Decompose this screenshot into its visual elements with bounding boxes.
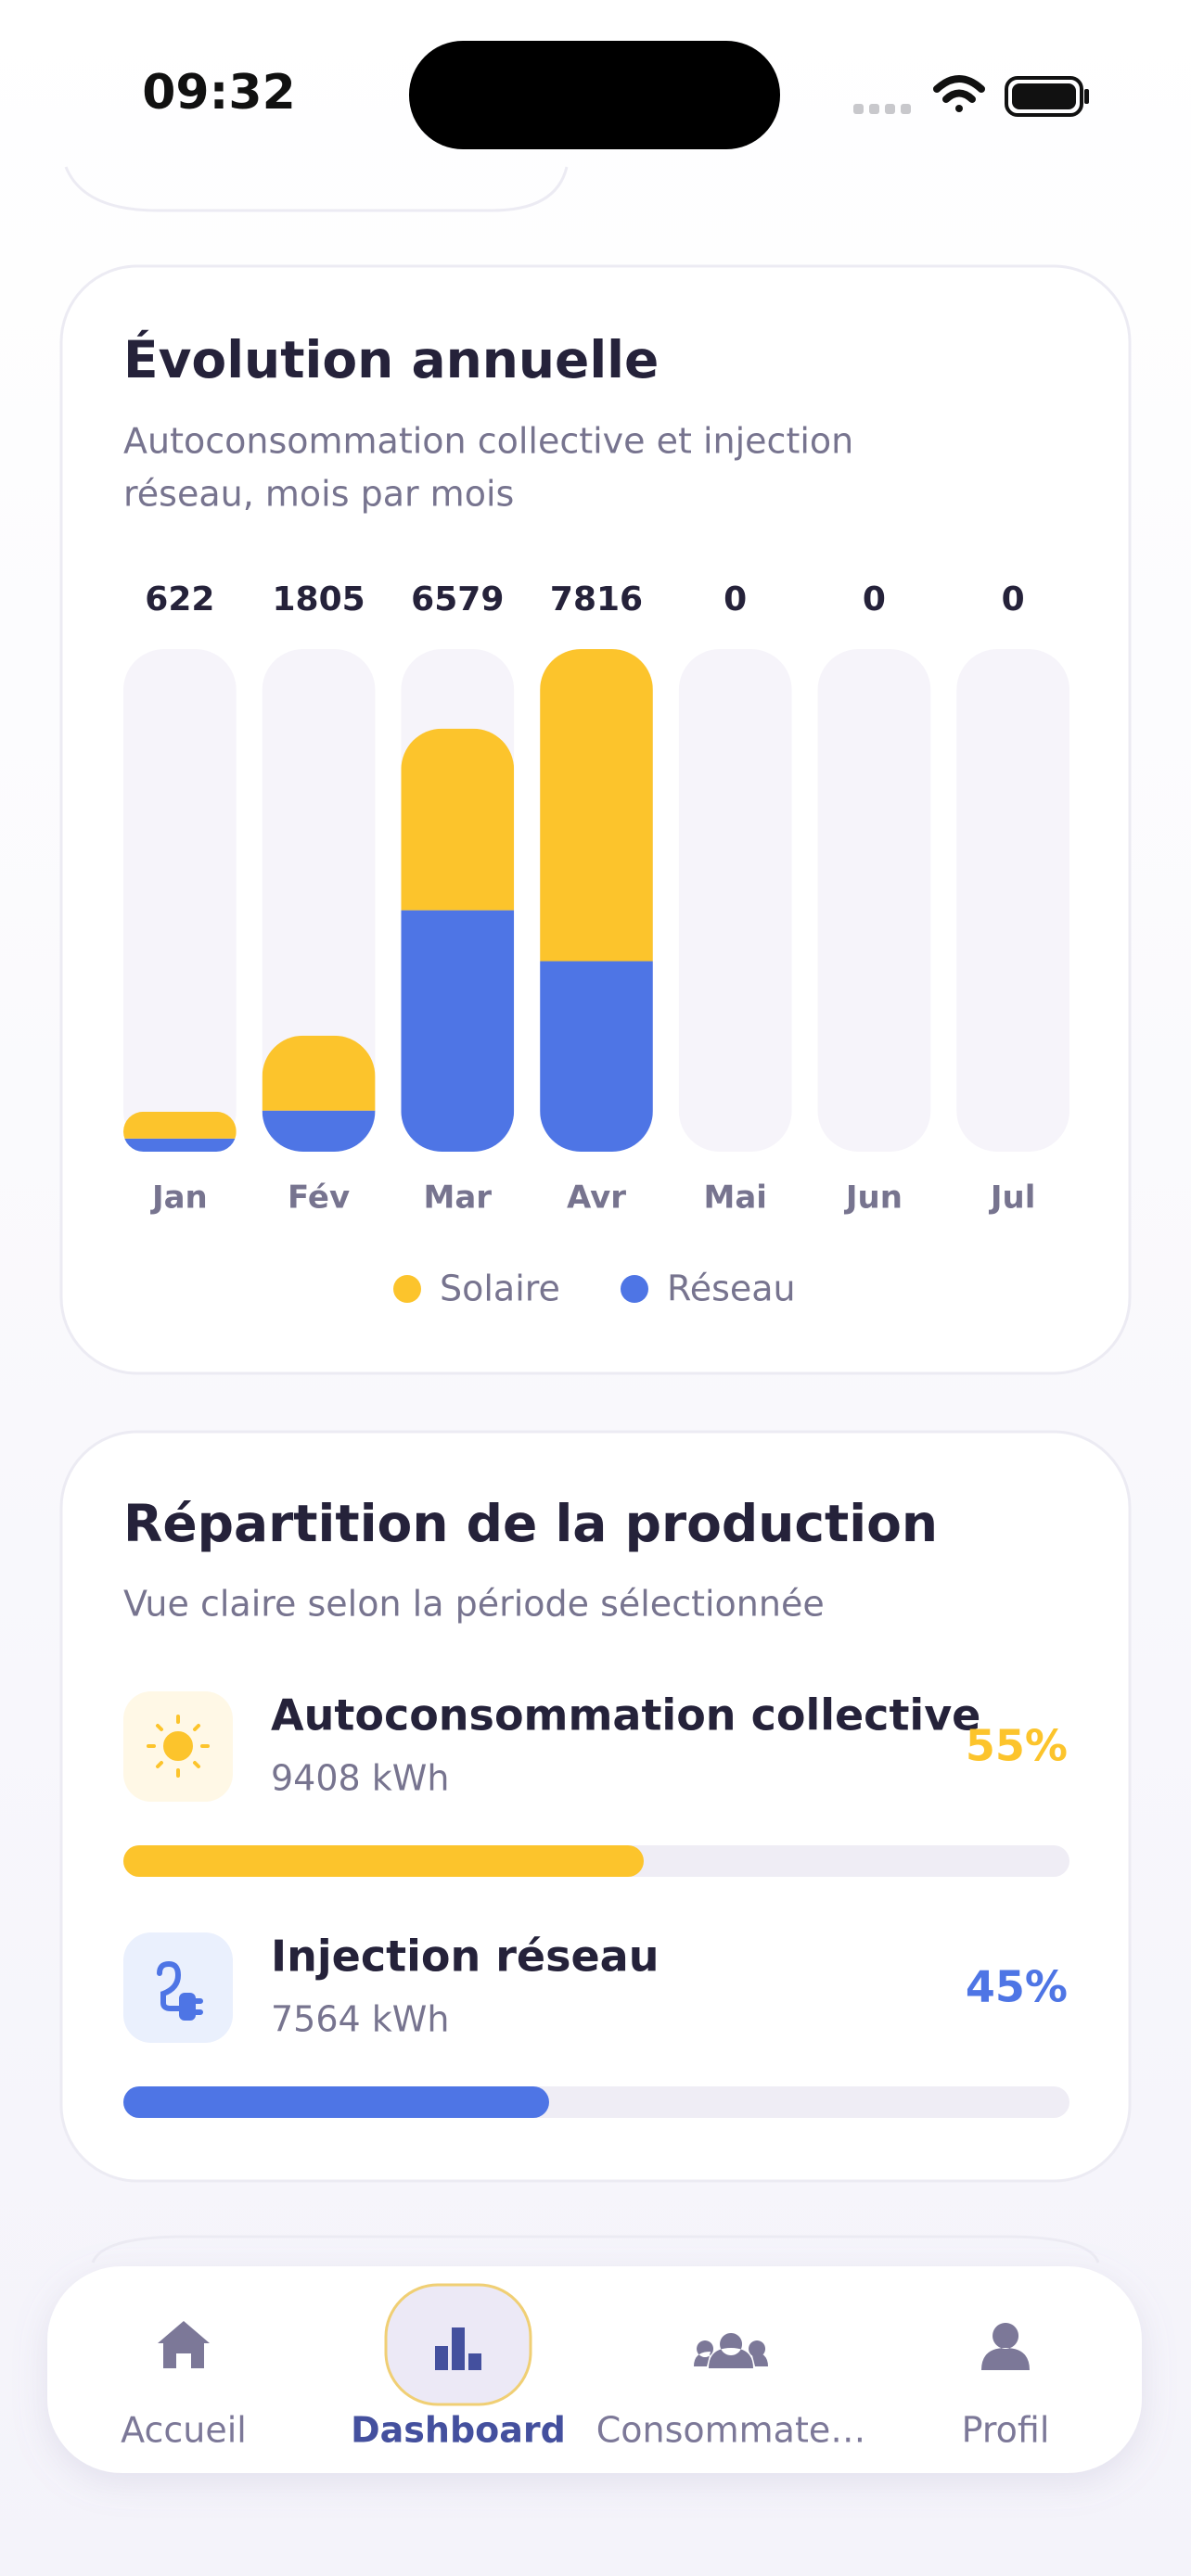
bar-segment [262,1110,376,1152]
bar-segment [401,728,515,911]
progress-fill [123,2086,549,2118]
tab-icon[interactable] [694,2333,768,2368]
x-tick-label: Avr [567,1180,626,1217]
tab-bar [47,2266,1142,2473]
tab-icon[interactable] [981,2323,1030,2370]
x-tick-label: Mai [703,1180,766,1217]
bar-track [678,649,792,1152]
bar-segment [401,910,515,1152]
signal [853,104,911,114]
x-tick-label: Jan [150,1180,208,1217]
bar-total: 0 [863,580,886,618]
item-energy: 9408 kWh [271,1758,449,1799]
tab-items: Accueil Dashboard Consommate… Profil [121,2283,1050,2451]
production-title: Répartition de la production [123,1494,938,1553]
bar-track [123,649,237,1152]
production-list: Autoconsommation collective 9408 kWh 55% In… [123,1690,1069,2118]
item-energy: 7564 kWh [271,1999,449,2040]
x-tick-label: Fév [288,1180,350,1217]
bar-track [262,649,376,1152]
status-time: 09:32 [142,65,296,121]
bar-total: 7816 [550,580,643,618]
sun-icon [147,1715,210,1778]
chart-subtitle: Autoconsommation collective et injection [123,421,853,462]
production-subtitle: Vue claire selon la période sélectionnée [123,1584,825,1625]
item-percent: 45% [966,1962,1068,2012]
bar-segment [123,1138,237,1152]
chart-title: Évolution annuelle [123,329,659,389]
previous-card [64,166,569,212]
item-label: Injection réseau [271,1932,659,1982]
bar-segment [123,1111,237,1139]
progress-fill [123,1845,644,1877]
dynamic-island [409,41,780,149]
bar-total: 0 [724,580,747,618]
x-tick-label: Mar [424,1180,493,1217]
bar-total: 6579 [411,580,504,618]
tab-label[interactable]: Profil [962,2410,1050,2451]
bar-segment [540,961,653,1152]
tab-icon[interactable] [435,2327,481,2370]
bar-segment [262,1035,376,1111]
chart-subtitle: réseau, mois par mois [123,474,514,515]
legend-label: Réseau [667,1269,796,1309]
legend-label: Solaire [440,1269,560,1309]
tab-icon[interactable] [158,2321,210,2368]
bar-track [956,649,1069,1152]
x-tick-label: Jun [844,1180,903,1217]
bar-total: 622 [145,580,214,618]
item-label: Autoconsommation collective [271,1690,980,1741]
bar-total: 1805 [272,580,365,618]
tab-label[interactable]: Dashboard [351,2410,566,2451]
next-card [91,2235,1100,2264]
item-icon-box [123,1932,233,2043]
legend-swatch [621,1275,648,1303]
chart: 622 Jan 1805 Fév 6579 Mar 7816 Avr 0 Mai 0 Jun 0 Jul S… [123,580,1069,1309]
item-percent: 55% [966,1721,1068,1771]
bar-total: 0 [1002,580,1025,618]
production-card [59,1430,1132,2183]
legend-swatch [393,1275,421,1303]
bar-track [817,649,931,1152]
bar-segment [540,649,653,962]
battery [1005,76,1089,117]
tab-label[interactable]: Consommate… [596,2410,866,2451]
x-tick-label: Jul [989,1180,1036,1217]
tab-label[interactable]: Accueil [121,2410,247,2451]
wifi [933,75,985,112]
plug-icon [157,1960,203,2021]
